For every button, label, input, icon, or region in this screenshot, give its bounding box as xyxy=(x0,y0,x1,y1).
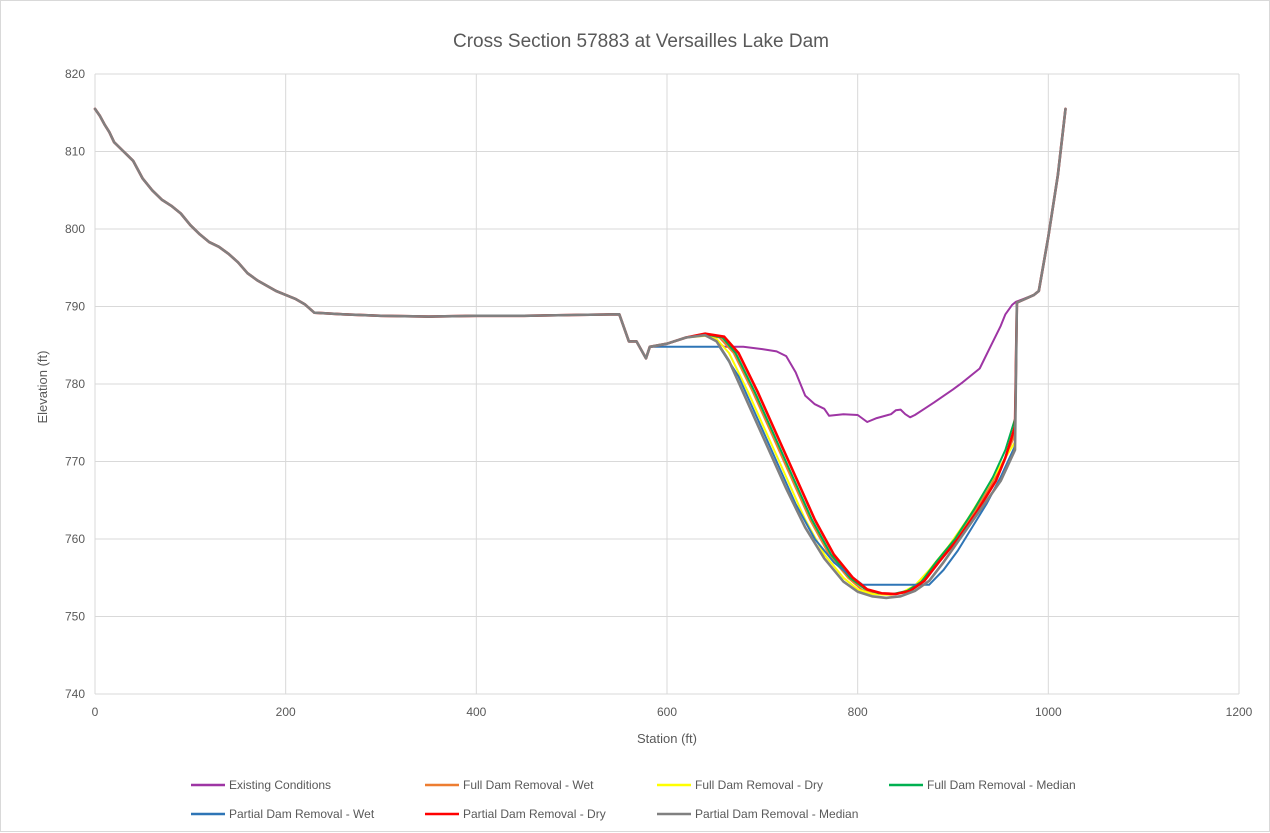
legend-label: Partial Dam Removal - Dry xyxy=(463,807,606,821)
x-tick-label: 200 xyxy=(276,705,296,719)
legend: Existing Conditions Full Dam Removal - We… xyxy=(191,778,1076,821)
legend-label: Existing Conditions xyxy=(229,778,331,792)
legend-label: Partial Dam Removal - Median xyxy=(695,807,858,821)
legend-label: Full Dam Removal - Dry xyxy=(695,778,823,792)
y-tick-label: 770 xyxy=(65,455,85,469)
y-tick-label: 800 xyxy=(65,222,85,236)
series-group xyxy=(93,107,1067,600)
x-tick-label: 1200 xyxy=(1226,705,1253,719)
y-tick-label: 790 xyxy=(65,300,85,314)
x-tick-label: 600 xyxy=(657,705,677,719)
series-line-3 xyxy=(94,107,1067,596)
y-tick-label: 760 xyxy=(65,532,85,546)
legend-label: Full Dam Removal - Wet xyxy=(463,778,594,792)
chart-title: Cross Section 57883 at Versailles Lake D… xyxy=(453,31,829,52)
series-line-4 xyxy=(94,107,1067,595)
x-axis-title: Station (ft) xyxy=(637,731,697,746)
y-tick-label: 750 xyxy=(65,610,85,624)
series-line-6 xyxy=(93,107,1067,596)
legend-label: Full Dam Removal - Median xyxy=(927,778,1076,792)
series-line-5 xyxy=(94,107,1067,586)
y-tick-label: 810 xyxy=(65,145,85,159)
y-axis-title: Elevation (ft) xyxy=(35,351,50,424)
legend-label: Partial Dam Removal - Wet xyxy=(229,807,375,821)
x-tick-label: 400 xyxy=(466,705,486,719)
y-tick-label: 820 xyxy=(65,67,85,81)
y-tick-label: 780 xyxy=(65,377,85,391)
y-tick-label: 740 xyxy=(65,687,85,701)
gridlines xyxy=(94,73,1240,695)
x-tick-label: 0 xyxy=(92,705,99,719)
x-tick-label: 1000 xyxy=(1035,705,1062,719)
series-line-7 xyxy=(93,107,1067,600)
tick-labels: 740 750 760 770 780 790 800 810 820 0 200 400 600 800… xyxy=(65,67,1253,719)
series-line-2 xyxy=(94,107,1067,596)
x-tick-label: 800 xyxy=(848,705,868,719)
